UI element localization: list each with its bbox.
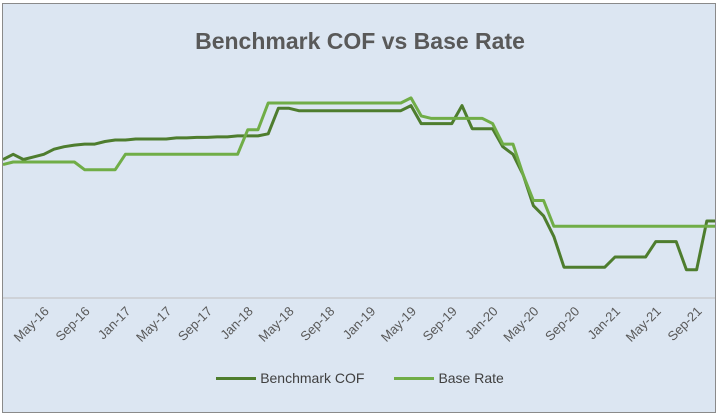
line-chart: May-16 Sep-16 Jan-17 May-17 Sep-17 Jan-18 May-… [3, 96, 715, 345]
x-tick-label: May-19 [378, 304, 419, 345]
x-tick-label: Jan-21 [584, 304, 623, 343]
x-tick-label: Sep-16 [52, 304, 92, 344]
series-line-base-rate [3, 96, 715, 228]
x-tick-label: May-16 [11, 304, 52, 345]
chart-area: Benchmark COF vs Base Rate May-16 Sep-16 J… [2, 3, 716, 413]
x-tick-label: Sep-19 [420, 304, 460, 344]
x-tick-label: Jan-20 [462, 304, 501, 343]
legend-label-base-rate: Base Rate [438, 370, 504, 386]
x-tick-label: Sep-18 [297, 304, 337, 344]
legend-swatch-base-rate [394, 376, 435, 380]
legend-label-benchmark-cof: Benchmark COF [260, 370, 365, 386]
series-line-benchmark-cof [3, 104, 715, 272]
x-tick-label: Sep-21 [664, 304, 704, 344]
x-tick-label: Jan-17 [95, 304, 134, 343]
x-tick-label: May-18 [255, 304, 296, 345]
x-tick-label: May-17 [133, 304, 174, 345]
x-tick-label: May-20 [500, 304, 541, 345]
legend-swatch-benchmark-cof [216, 376, 257, 380]
legend-item-base-rate: Base Rate [394, 370, 504, 386]
legend: Benchmark COF Base Rate [3, 370, 715, 386]
x-tick-label: Jan-18 [217, 304, 256, 343]
x-tick-label: Jan-19 [340, 304, 379, 343]
legend-item-benchmark-cof: Benchmark COF [216, 370, 364, 386]
x-tick-label: May-21 [623, 304, 664, 345]
chart-title: Benchmark COF vs Base Rate [195, 28, 525, 54]
x-tick-label: Sep-17 [175, 304, 215, 344]
x-tick-label: Sep-20 [542, 304, 582, 344]
